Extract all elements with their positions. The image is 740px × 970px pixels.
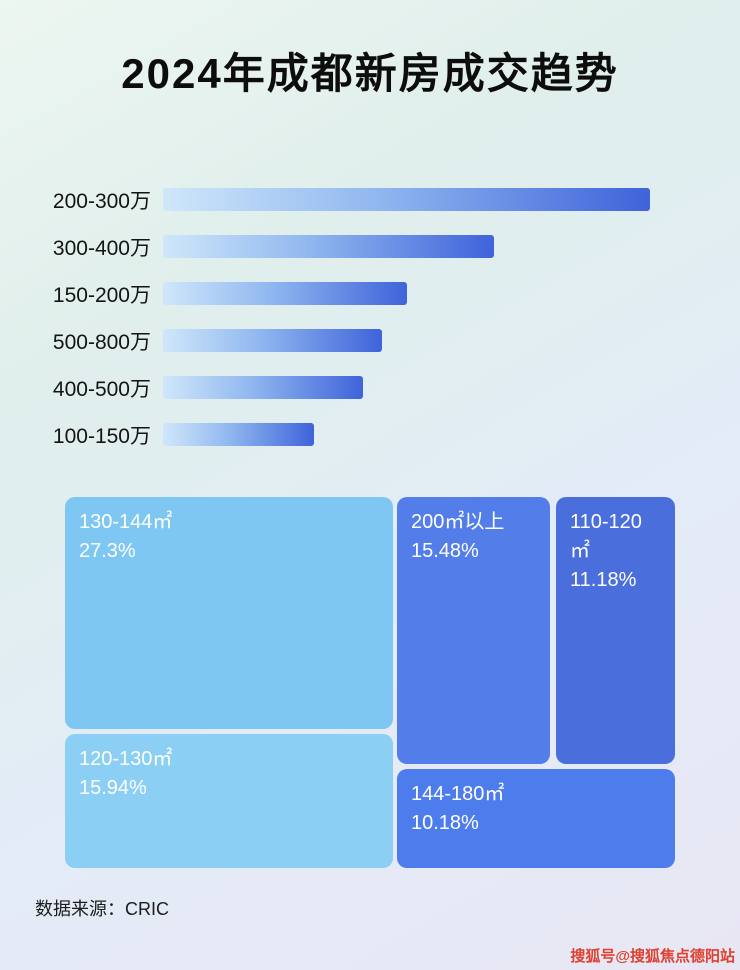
data-source-label: 数据来源：CRIC	[35, 899, 169, 919]
bar-row: 200-300万	[0, 188, 740, 213]
bar-category-label: 100-150万	[52, 424, 151, 448]
treemap-block-label: 130-144㎡	[79, 511, 173, 533]
treemap-block-percent: 10.18%	[411, 812, 479, 834]
bar-category-label: 200-300万	[52, 189, 151, 213]
bar	[163, 282, 407, 305]
treemap-block: 144-180㎡ 10.18%	[397, 769, 675, 868]
bar	[163, 329, 383, 352]
page-title: 2024年成都新房成交趋势	[121, 50, 619, 97]
treemap-block-label: 120-130㎡	[79, 748, 173, 770]
treemap-block-percent: 15.94%	[79, 777, 147, 799]
bar	[163, 235, 495, 258]
bar-row: 400-500万	[0, 376, 740, 401]
treemap-block-label: 200㎡以上	[411, 511, 505, 533]
bar-track	[163, 235, 650, 258]
bar-track	[163, 423, 650, 446]
bar-track	[163, 329, 650, 352]
treemap-block: 130-144㎡ 27.3%	[65, 497, 393, 729]
bar-row: 300-400万	[0, 235, 740, 260]
bar-row: 500-800万	[0, 329, 740, 354]
treemap-block-percent: 27.3%	[79, 540, 136, 562]
bar-category-label: 500-800万	[52, 330, 151, 354]
treemap-block-percent: 15.48%	[411, 540, 479, 562]
bar-category-label: 150-200万	[52, 283, 151, 307]
bar-category-label: 300-400万	[52, 236, 151, 260]
bar	[163, 376, 363, 399]
bar-row: 150-200万	[0, 282, 740, 307]
treemap-block-label: 110-120㎡	[570, 511, 642, 562]
treemap-block: 200㎡以上 15.48%	[397, 497, 550, 764]
price-range-bar-chart: 200-300万 300-400万 150-200万 500-800万 400-…	[0, 188, 740, 470]
bar-category-label: 400-500万	[52, 377, 151, 401]
bar-track	[163, 376, 650, 399]
bar	[163, 188, 650, 211]
treemap-block: 110-120㎡ 11.18%	[556, 497, 675, 764]
treemap-block-percent: 11.18%	[570, 569, 637, 591]
bar	[163, 423, 314, 446]
watermark-label: 搜狐号@搜狐焦点德阳站	[570, 948, 735, 965]
bar-track	[163, 188, 650, 211]
treemap-block-label: 144-180㎡	[411, 783, 505, 805]
bar-row: 100-150万	[0, 423, 740, 448]
treemap-block: 120-130㎡ 15.94%	[65, 734, 393, 868]
bar-track	[163, 282, 650, 305]
